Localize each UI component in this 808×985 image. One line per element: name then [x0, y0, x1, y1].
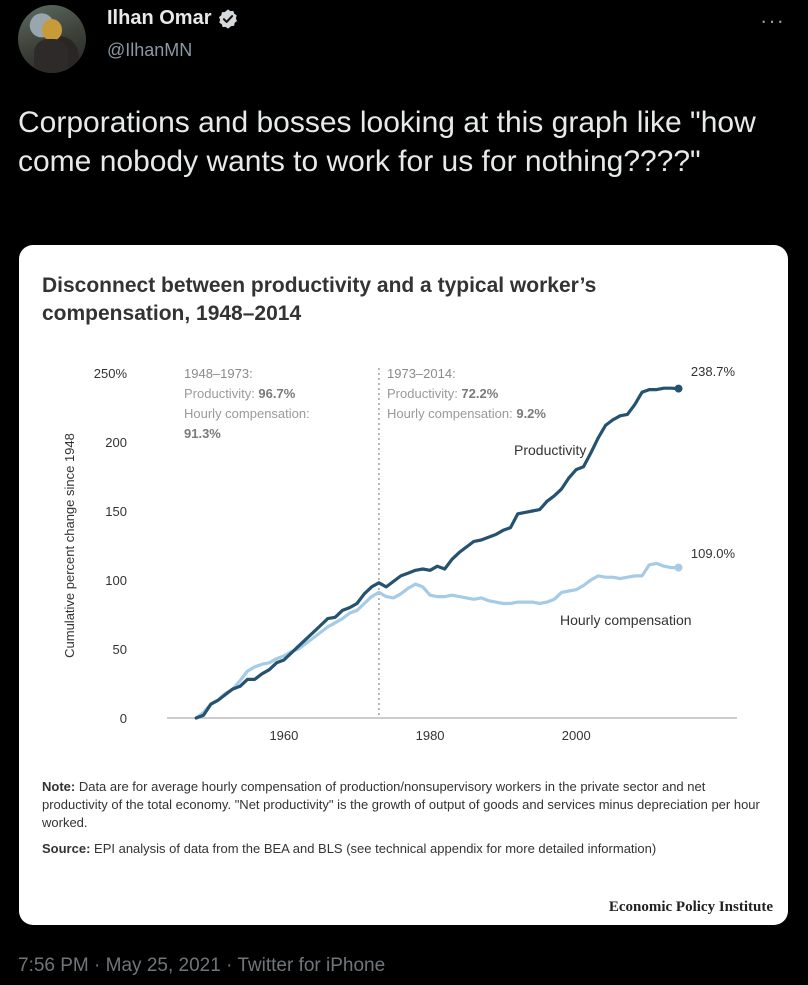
avatar-head: [42, 19, 62, 41]
period1-productivity: Productivity: 96.7%: [184, 386, 296, 401]
series-end-point: [674, 384, 683, 393]
y-axis-label: Cumulative percent change since 1948: [62, 433, 77, 658]
author-name[interactable]: Ilhan Omar: [107, 7, 212, 29]
x-tick-label: 1960: [269, 728, 298, 743]
meta-separator: ·: [88, 955, 106, 976]
period2-comp-label: Hourly compensation:: [387, 406, 516, 421]
x-tick-label: 2000: [562, 728, 591, 743]
series-line-productivity: [194, 386, 681, 720]
period2-productivity: Productivity: 72.2%: [387, 386, 499, 401]
series-end-point: [674, 563, 683, 572]
y-tick-label: 0: [120, 711, 127, 726]
chart-title: Disconnect between productivity and a ty…: [42, 274, 597, 325]
productivity-chart: 0 50 100 150 200 250% Cumulative percent chang…: [62, 364, 737, 743]
meta-separator: ·: [220, 955, 238, 976]
verified-badge-icon: [219, 8, 238, 29]
source-text: EPI analysis of data from the BEA and BL…: [90, 841, 657, 856]
note-label: Note:: [42, 779, 76, 794]
note-text: Data are for average hourly compensation…: [42, 779, 760, 830]
y-tick-label: 150: [105, 504, 127, 519]
tweet-date[interactable]: May 25, 2021: [105, 955, 221, 976]
avatar-body: [34, 39, 68, 73]
source-paragraph: Source: EPI analysis of data from the BE…: [42, 840, 762, 858]
period1-productivity-label: Productivity:: [184, 386, 258, 401]
series-line-compensation: [194, 561, 681, 720]
productivity-end-value: 238.7%: [691, 364, 736, 379]
media-card[interactable]: Disconnect between productivity and a ty…: [19, 245, 788, 925]
x-tick-label: 1980: [416, 728, 445, 743]
y-tick-label: 50: [113, 642, 127, 657]
period2-productivity-label: Productivity:: [387, 386, 461, 401]
tweet-client[interactable]: Twitter for iPhone: [237, 955, 386, 976]
author-handle[interactable]: @IlhanMN: [107, 40, 193, 60]
compensation-end-value: 109.0%: [691, 546, 736, 561]
period2-title: 1973–2014:: [387, 366, 456, 381]
more-options-icon[interactable]: ···: [760, 8, 785, 33]
period2-comp: Hourly compensation: 9.2%: [387, 406, 546, 421]
author-name-row[interactable]: Ilhan Omar: [107, 7, 239, 30]
period2-comp-value: 9.2%: [516, 406, 546, 421]
brand-logo-text: Economic Policy Institute: [608, 899, 773, 915]
period1-productivity-value: 96.7%: [258, 386, 295, 401]
chart-notes: Note: Data are for average hourly compen…: [42, 778, 762, 866]
tweet-text: Corporations and bosses looking at this …: [18, 106, 756, 178]
tweet-meta: 7:56 PM · May 25, 2021 · Twitter for iPh…: [18, 955, 385, 977]
period1-title: 1948–1973:: [184, 366, 253, 381]
y-tick-label: 200: [105, 435, 127, 450]
avatar[interactable]: [18, 5, 86, 73]
tweet-time[interactable]: 7:56 PM: [18, 955, 89, 976]
y-tick-label: 250%: [94, 366, 128, 381]
note-paragraph: Note: Data are for average hourly compen…: [42, 778, 762, 832]
source-label: Source:: [42, 841, 91, 856]
series-label-compensation: Hourly compensation: [560, 612, 692, 628]
period2-productivity-value: 72.2%: [461, 386, 498, 401]
period1-comp-label: Hourly compensation:: [184, 406, 310, 421]
series-label-productivity: Productivity: [514, 442, 586, 458]
y-tick-label: 100: [105, 573, 127, 588]
period1-comp-value: 91.3%: [184, 426, 221, 441]
